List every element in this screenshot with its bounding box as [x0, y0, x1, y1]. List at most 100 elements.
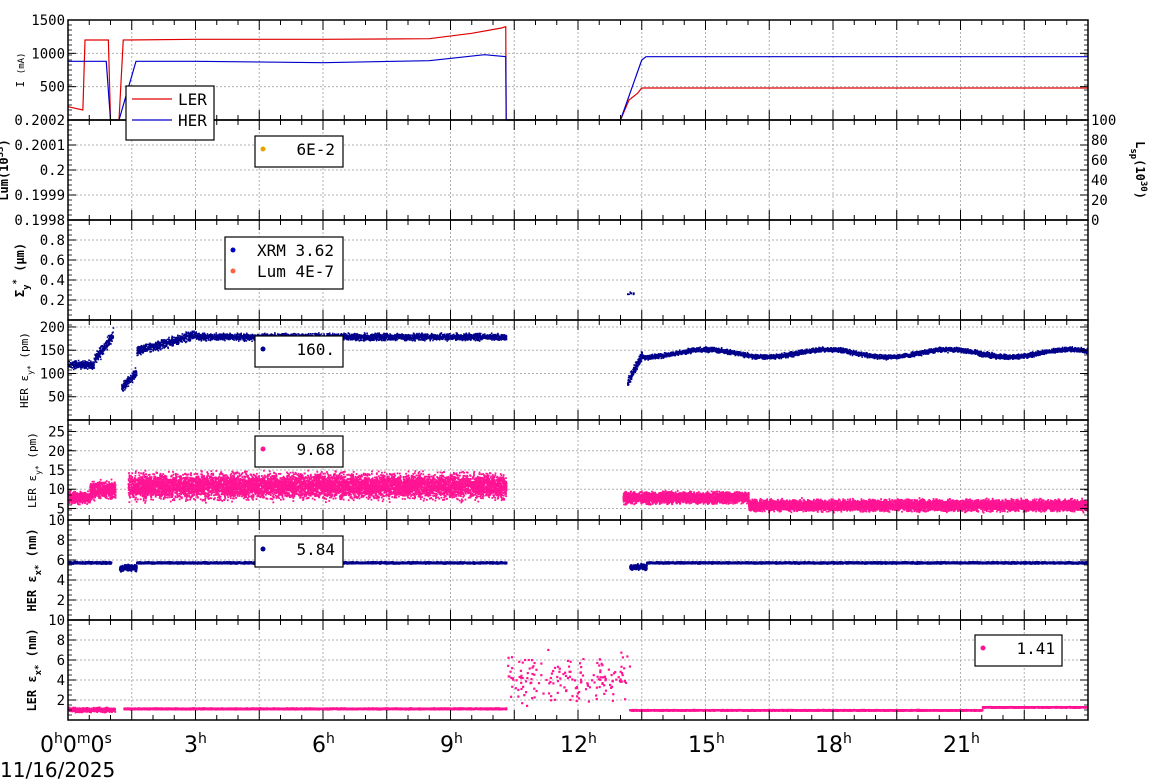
- data-point: [379, 336, 382, 338]
- data-point: [414, 335, 417, 338]
- data-point: [415, 337, 418, 339]
- data-point: [157, 345, 159, 348]
- data-point: [188, 332, 190, 335]
- data-point: [297, 333, 299, 335]
- data-point: [176, 336, 179, 339]
- data-point: [83, 367, 86, 370]
- data-point: [98, 349, 101, 352]
- data-point: [497, 338, 500, 341]
- data-point: [134, 374, 136, 377]
- data-point: [93, 364, 95, 366]
- data-point: [181, 341, 183, 343]
- data-point: [248, 334, 251, 337]
- data-point: [100, 345, 103, 348]
- data-point: [364, 333, 366, 335]
- data-point: [450, 337, 453, 339]
- data-point: [126, 385, 128, 388]
- data-point: [140, 347, 142, 349]
- data-point: [384, 339, 386, 342]
- data-point: [101, 353, 104, 356]
- data-point: [183, 333, 186, 336]
- data-point: [124, 382, 126, 384]
- data-point: [178, 337, 180, 339]
- data-point: [439, 332, 442, 335]
- data-point: [278, 333, 280, 336]
- data-point: [409, 334, 412, 337]
- data-point: [252, 337, 255, 340]
- data-point: [408, 337, 411, 339]
- data-point: [318, 332, 320, 334]
- data-point: [189, 336, 192, 339]
- data-point: [264, 333, 267, 336]
- data-point: [136, 352, 138, 355]
- data-point: [413, 338, 415, 341]
- data-point: [73, 364, 75, 367]
- data-point: [89, 360, 92, 362]
- data-point: [133, 378, 135, 380]
- data-point: [130, 377, 132, 380]
- data-point: [375, 333, 377, 335]
- data-point: [125, 383, 128, 386]
- data-point: [164, 345, 167, 347]
- data-point: [139, 350, 142, 352]
- data-point: [458, 338, 461, 341]
- data-point: [97, 358, 99, 360]
- data-point: [89, 367, 91, 369]
- data-point: [234, 336, 237, 339]
- data-point: [348, 336, 351, 339]
- data-point: [108, 335, 111, 338]
- data-point: [290, 333, 293, 336]
- data-point: [157, 347, 159, 350]
- data-point: [222, 338, 224, 341]
- data-point: [84, 363, 87, 366]
- data-point: [191, 332, 193, 334]
- data-point: [417, 336, 420, 339]
- data-point: [75, 365, 77, 367]
- data-point: [421, 338, 423, 341]
- data-point: [138, 347, 141, 350]
- data-point: [206, 333, 209, 335]
- data-point: [192, 337, 194, 340]
- data-point: [93, 361, 96, 364]
- data-point: [89, 363, 91, 365]
- data-point: [263, 333, 265, 335]
- data-point: [243, 338, 246, 341]
- data-point: [205, 340, 207, 342]
- data-point: [505, 337, 507, 340]
- data-point: [424, 339, 426, 342]
- data-point: [417, 333, 420, 336]
- data-point: [430, 335, 432, 338]
- data-point: [174, 337, 177, 339]
- data-point: [152, 350, 155, 352]
- data-point: [100, 351, 102, 353]
- data-point: [251, 333, 254, 336]
- data-point: [628, 381, 631, 384]
- data-point: [459, 336, 461, 339]
- data-point: [145, 349, 148, 352]
- data-point: [161, 340, 163, 342]
- data-point: [481, 335, 484, 338]
- data-point: [197, 337, 199, 340]
- data-point: [139, 352, 142, 355]
- data-point: [188, 336, 190, 339]
- data-point: [121, 386, 123, 389]
- data-point: [155, 343, 157, 345]
- data-point: [433, 338, 436, 340]
- data-point: [86, 365, 89, 367]
- data-point: [112, 335, 114, 337]
- data-point: [149, 345, 151, 348]
- data-point: [202, 335, 204, 337]
- data-point: [128, 376, 131, 379]
- data-point: [164, 341, 166, 343]
- data-point: [86, 361, 89, 363]
- data-point: [203, 333, 206, 336]
- data-point: [408, 339, 410, 341]
- data-point: [106, 345, 109, 347]
- data-point: [363, 333, 365, 336]
- data-point: [142, 350, 145, 353]
- data-point: [184, 341, 187, 344]
- data-point: [474, 337, 477, 340]
- data-point: [381, 336, 384, 338]
- grid-layer: [68, 20, 1088, 720]
- data-point: [229, 333, 232, 336]
